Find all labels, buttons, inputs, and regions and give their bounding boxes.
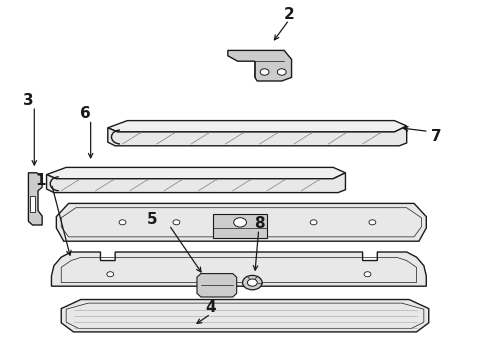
Polygon shape bbox=[108, 126, 407, 146]
Polygon shape bbox=[47, 167, 345, 179]
Circle shape bbox=[277, 69, 286, 75]
Polygon shape bbox=[56, 203, 426, 241]
Circle shape bbox=[369, 220, 376, 225]
Text: 1: 1 bbox=[35, 172, 46, 188]
Text: 4: 4 bbox=[205, 300, 216, 315]
Circle shape bbox=[243, 275, 262, 290]
Circle shape bbox=[364, 272, 371, 277]
Circle shape bbox=[119, 220, 126, 225]
Bar bbox=[30, 196, 35, 212]
Polygon shape bbox=[51, 252, 426, 286]
Bar bbox=[213, 214, 267, 238]
Text: 6: 6 bbox=[80, 106, 91, 121]
Circle shape bbox=[242, 220, 248, 225]
Circle shape bbox=[234, 218, 246, 227]
Circle shape bbox=[247, 279, 257, 286]
Polygon shape bbox=[228, 50, 292, 81]
Polygon shape bbox=[47, 173, 345, 193]
Text: 8: 8 bbox=[254, 216, 265, 231]
Circle shape bbox=[310, 220, 317, 225]
Circle shape bbox=[107, 272, 114, 277]
Circle shape bbox=[260, 69, 269, 75]
Polygon shape bbox=[108, 121, 407, 132]
Text: 5: 5 bbox=[147, 212, 157, 227]
Polygon shape bbox=[197, 274, 237, 297]
Text: 2: 2 bbox=[284, 7, 294, 22]
Text: 3: 3 bbox=[23, 93, 34, 108]
Polygon shape bbox=[28, 173, 42, 225]
Text: 7: 7 bbox=[431, 129, 441, 144]
Circle shape bbox=[173, 220, 180, 225]
Polygon shape bbox=[61, 300, 429, 332]
